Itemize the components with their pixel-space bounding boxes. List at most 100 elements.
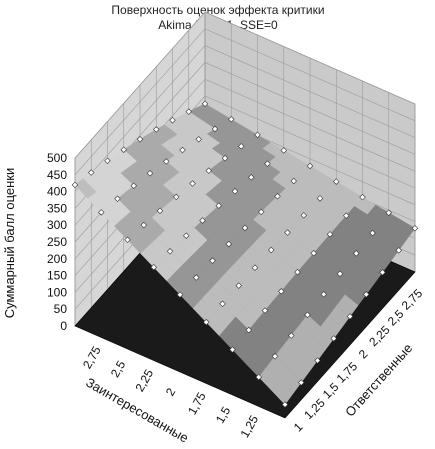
data-point <box>215 202 222 209</box>
data-point <box>411 225 419 232</box>
data-point <box>199 217 206 224</box>
data-points <box>71 100 419 408</box>
x-tick-label: 1,5 <box>213 404 234 426</box>
data-point <box>288 332 295 339</box>
data-point <box>185 108 192 115</box>
data-point <box>343 212 350 219</box>
data-point <box>104 157 111 165</box>
x-tick-label: 2,5 <box>108 358 129 380</box>
data-point <box>150 264 157 271</box>
data-point <box>238 143 245 150</box>
data-point <box>333 178 340 185</box>
data-point <box>359 193 366 201</box>
data-point <box>278 288 285 295</box>
data-point <box>229 346 236 353</box>
data-point <box>163 158 170 165</box>
data-point <box>330 335 337 342</box>
data-point <box>209 257 216 264</box>
data-point <box>284 229 291 236</box>
data-point <box>140 221 147 229</box>
data-point <box>245 326 252 334</box>
data-point <box>316 195 324 202</box>
data-point <box>274 193 281 200</box>
data-point <box>114 195 121 203</box>
y-tick-label: 1,5 <box>320 380 342 402</box>
data-point <box>225 240 232 248</box>
data-point <box>211 125 219 133</box>
z-tick-label: 400 <box>47 185 67 199</box>
data-point <box>241 224 249 232</box>
z-tick-label: 450 <box>47 168 67 182</box>
data-point <box>306 162 314 170</box>
data-point <box>290 177 297 185</box>
data-point <box>153 126 160 133</box>
z-tick-label: 200 <box>47 252 67 266</box>
y-tick-label: 1 <box>291 420 306 435</box>
data-point <box>294 268 301 276</box>
y-tick-label: 1,25 <box>301 396 328 423</box>
data-point <box>201 100 209 107</box>
data-point <box>124 236 131 244</box>
data-point <box>280 147 287 154</box>
data-point <box>379 269 386 276</box>
data-point <box>173 193 180 201</box>
data-point <box>120 146 127 153</box>
data-point <box>130 182 137 189</box>
y-tick-label: 1,75 <box>334 359 361 386</box>
data-point <box>271 353 279 360</box>
data-point <box>183 232 190 239</box>
data-point <box>314 357 321 364</box>
data-point <box>258 208 265 216</box>
data-point <box>395 247 402 254</box>
data-point <box>88 169 95 176</box>
data-point <box>300 212 307 219</box>
data-point <box>71 181 79 189</box>
data-point <box>228 116 235 123</box>
data-point <box>298 379 305 386</box>
data-point <box>304 311 311 319</box>
surface <box>74 103 416 405</box>
z-tick-label: 350 <box>47 201 67 215</box>
data-point <box>169 117 176 124</box>
data-point <box>261 307 269 314</box>
data-point <box>385 209 392 216</box>
z-axis-label: Суммарный балл оценки <box>2 168 17 319</box>
data-point <box>231 188 239 195</box>
y-tick-label: 2,75 <box>399 286 426 313</box>
data-point <box>326 231 334 238</box>
x-tick-label: 2,75 <box>80 344 104 372</box>
data-point <box>146 170 154 177</box>
z-tick-label: 150 <box>47 269 67 283</box>
data-point <box>254 131 261 139</box>
data-point <box>255 373 262 381</box>
data-point <box>248 174 255 181</box>
x-tick-label: 1,25 <box>237 413 261 441</box>
data-point <box>203 318 210 326</box>
y-axis-label: Ответственные <box>342 340 415 419</box>
z-tick-label: 300 <box>47 218 67 232</box>
x-tick-label: 2 <box>163 385 179 398</box>
chart-title: Поверхность оценок эффекта критики <box>111 3 324 17</box>
data-point <box>193 274 200 281</box>
z-tick-label: 100 <box>47 285 67 299</box>
y-tick-label: 2 <box>356 347 371 362</box>
data-point <box>195 136 202 143</box>
z-tick-label: 500 <box>47 151 67 165</box>
x-tick-label: 1,75 <box>185 390 209 418</box>
data-point <box>264 160 271 167</box>
data-point <box>353 250 360 257</box>
data-point <box>156 207 164 214</box>
data-point <box>281 401 289 408</box>
data-point <box>179 146 186 154</box>
data-point <box>189 180 196 187</box>
data-point <box>219 300 226 308</box>
data-point <box>320 291 327 298</box>
data-point <box>346 313 354 320</box>
data-point <box>235 282 242 289</box>
data-point <box>310 249 317 257</box>
data-point <box>176 291 184 298</box>
data-point <box>268 246 275 254</box>
x-tick-label: 2,25 <box>132 367 156 395</box>
data-point <box>98 209 105 216</box>
z-tick-label: 50 <box>54 302 68 316</box>
